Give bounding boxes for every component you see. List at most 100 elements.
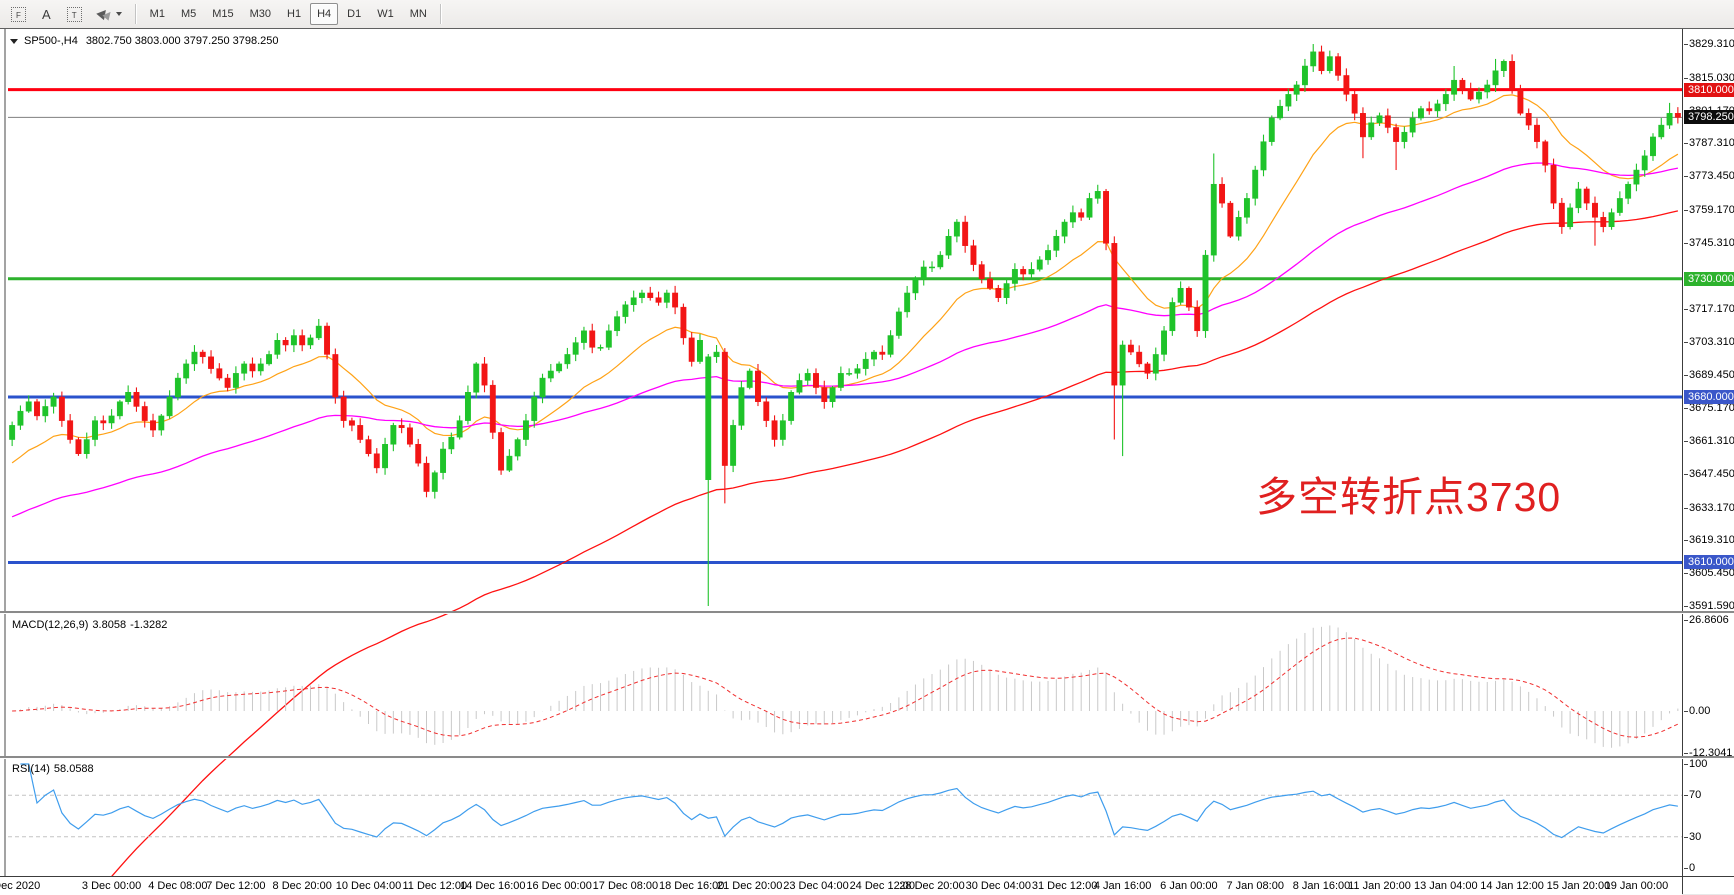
candle-body [1326,56,1333,71]
candle-body [779,420,786,440]
candle-body [373,453,380,469]
candle-body [464,392,471,421]
candle-body [440,448,447,473]
candle-body [829,387,836,402]
candle-body [1492,70,1499,86]
time-label: 4 Jan 16:00 [1093,880,1152,892]
candle-body [705,356,712,480]
candle-body [92,420,98,440]
candle-body [887,335,894,355]
window-left-frame [4,29,6,894]
text-label-button[interactable]: T [60,3,89,25]
time-label: 13 Jan 04:00 [1414,880,1478,892]
candle-body [489,384,496,433]
macd-signal-value: -1.3282 [130,619,168,631]
candle-body [1210,183,1217,256]
symbol-dropdown-icon[interactable] [10,38,18,44]
time-label: 14 Jan 12:00 [1480,880,1544,892]
candle-body [755,370,761,402]
candle-body [1285,94,1292,107]
chart-window[interactable]: SP500-,H4 3802.750 3803.000 3797.250 379… [0,28,1734,895]
candle-body [912,278,919,294]
candle-body [390,425,397,445]
candle-body [1144,363,1151,374]
candle-body [1359,113,1366,138]
symbol-ohlc-line[interactable]: SP500-,H4 3802.750 3803.000 3797.250 379… [10,35,279,47]
symbol-name: SP500-,H4 [24,35,78,47]
candle-body [1011,269,1018,284]
candle-body [58,396,65,421]
candle-body [1600,217,1607,228]
candle-body [83,439,90,454]
price-tick: 3619.310 [1684,534,1734,547]
timeframe-mn[interactable]: MN [403,3,434,25]
rsi-pane-splitter[interactable] [0,756,1734,759]
candle-body [697,339,703,362]
candle-body [241,363,248,374]
candle-body [1103,191,1109,244]
candle-body [713,351,720,358]
candle-body [1343,75,1350,95]
slow-ma [111,210,1679,876]
candle-body [547,370,554,379]
candle-body [846,373,853,375]
candle-body [895,311,902,336]
candle-body [456,420,463,438]
time-axis[interactable]: 1 Dec 2020 3 Dec 00:00 4 Dec 08:007 Dec 12… [0,877,1682,895]
timeframe-m5[interactable]: M5 [174,3,203,25]
candle-body [1045,250,1051,261]
candle-body [257,363,264,372]
objects-button[interactable] [91,3,129,25]
candle-body [266,354,272,365]
timeframe-h1[interactable]: H1 [280,3,308,25]
macd-pane-splitter[interactable] [0,611,1734,614]
candle-body [34,401,40,417]
timeframe-m1[interactable]: M1 [143,3,172,25]
timeframe-m15[interactable]: M15 [205,3,240,25]
candle-body [680,306,687,339]
font-frame-button[interactable]: F [4,3,33,25]
candle-body [1558,202,1565,228]
candle-body [324,325,331,355]
macd-main-value: 3.8058 [92,619,127,631]
chart-canvas[interactable] [8,29,1682,876]
timeframe-d1[interactable]: D1 [340,3,368,25]
candle-body [556,363,563,372]
price-badge: 3730.000 [1684,271,1734,286]
candle-body [1608,212,1615,228]
timeframe-w1[interactable]: W1 [370,3,401,25]
time-label: 6 Jan 00:00 [1160,880,1218,892]
macd-label-line: MACD(12,26,9) 3.8058 -1.3282 [12,619,171,631]
ohlc-values: 3802.750 3803.000 3797.250 3798.250 [85,35,279,47]
time-label: 24 Dec 12:00 [849,880,915,892]
toolbar: F A T M1 M5 M15 M30 H1 H4 D1 W1 MN [0,0,1734,28]
candle-body [340,396,347,421]
candle-body [1301,65,1308,86]
candle-body [1650,136,1656,157]
time-label: 1 Dec 2020 [0,880,41,892]
candle-body [655,297,662,303]
timeframe-h4[interactable]: H4 [310,3,339,25]
candle-body [1368,122,1375,138]
candle-body [1219,183,1226,204]
candle-body [721,351,728,466]
candle-body [1592,202,1598,218]
timeframe-m30[interactable]: M30 [243,3,278,25]
candle-body [589,330,596,348]
price-axis[interactable]: 3829.3103815.0303801.1703787.3103773.450… [1682,29,1734,894]
candle-body [1500,61,1507,71]
candle-body [804,373,811,381]
candle-body [605,330,612,348]
arrow-a-button[interactable]: A [35,3,58,25]
price-tick: 3717.170 [1684,303,1734,316]
candle-body [1434,103,1441,112]
time-label: 18 Dec 16:00 [658,880,725,892]
price-tick: 3815.030 [1684,71,1734,84]
candle-body [1185,287,1192,308]
candle-body [133,392,140,407]
candle-body [788,392,795,421]
candle-body [672,292,679,308]
candle-body [158,415,165,431]
candle-body [1418,108,1424,119]
